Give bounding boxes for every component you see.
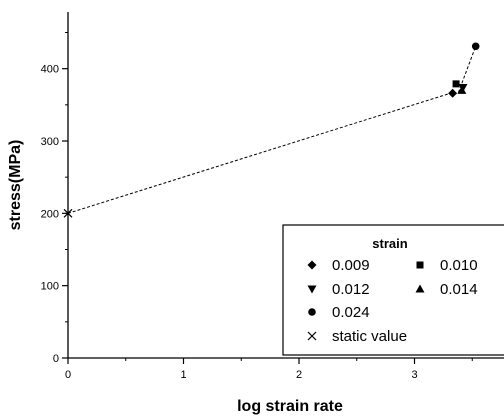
x-tick-label-2: 2: [296, 369, 302, 381]
legend-marker-static-value: [307, 331, 317, 341]
y-tick-label-300: 300: [41, 136, 59, 148]
y-axis-title: stress(MPa): [7, 140, 24, 231]
data-point-0-014: [457, 85, 467, 94]
data-point-0-009: [448, 88, 458, 98]
data-point-0-010: [452, 80, 460, 88]
y-tick-label-400: 400: [41, 64, 59, 76]
x-axis-title: log strain rate: [237, 398, 343, 415]
x-tick-label-0: 0: [65, 369, 71, 381]
fit-line-1: [67, 91, 456, 214]
data-point-static-value: [63, 208, 73, 218]
legend-label-0-009: 0.009: [332, 257, 370, 274]
fit-lines: [67, 46, 477, 214]
legend-title: strain: [372, 236, 407, 251]
y-tick-label-200: 200: [41, 208, 59, 220]
legend-marker-0-009: [307, 260, 317, 270]
fit-line-2: [457, 46, 477, 93]
legend-label-static-value: static value: [332, 328, 407, 345]
legend-entries: 0.009 0.010 0.012 0.014 0.024 static value: [307, 257, 478, 345]
legend-marker-static-value-stroke-b: [307, 331, 317, 341]
y-tick-label-100: 100: [41, 281, 59, 293]
legend: strain 0.009 0.010 0.012 0.014 0.024 static v…: [282, 224, 504, 356]
legend-label-0-012: 0.012: [332, 281, 370, 298]
legend-marker-0-024: [308, 308, 316, 316]
legend-marker-0-012: [307, 285, 317, 294]
axes: [67, 12, 504, 359]
legend-label-0-014: 0.014: [440, 281, 478, 298]
data-points: [63, 42, 480, 218]
tick-labels: 0 1 2 3 0 100 200 300 400: [41, 64, 418, 381]
x-tick-label-3: 3: [411, 369, 417, 381]
x-tick-label-1: 1: [180, 369, 186, 381]
legend-label-0-010: 0.010: [440, 257, 478, 274]
legend-label-0-024: 0.024: [332, 304, 370, 321]
tick-marks: [62, 32, 473, 364]
legend-marker-0-014: [415, 284, 425, 293]
legend-marker-0-010: [416, 261, 424, 269]
y-tick-label-0: 0: [53, 353, 59, 365]
data-point-static-value-stroke-b: [63, 208, 73, 218]
legend-box: [282, 224, 504, 356]
data-point-0-024: [471, 42, 480, 51]
